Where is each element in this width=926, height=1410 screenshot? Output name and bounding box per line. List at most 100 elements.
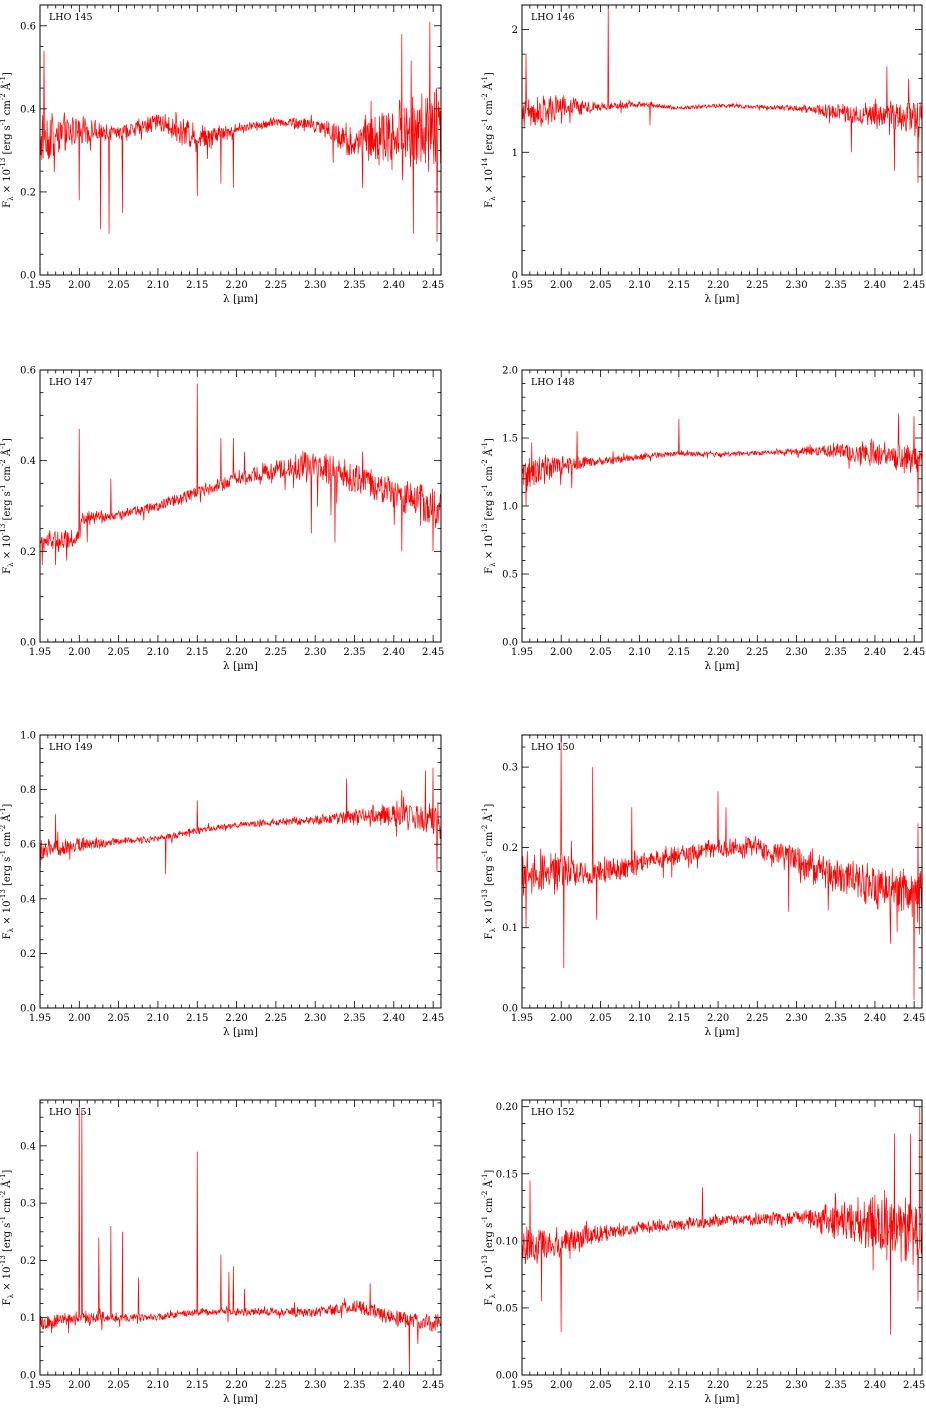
x-tick-label: 2.05 [107,1380,129,1391]
x-tick-label: 2.20 [225,647,247,658]
panel-label: LHO 151 [49,1107,93,1118]
x-tick-label: 2.05 [589,280,611,291]
x-axis-label: λ [µm] [705,1026,740,1038]
spectrum-line [40,767,441,877]
y-tick-label: 0.2 [20,1256,36,1267]
x-tick-label: 2.20 [225,1380,247,1391]
x-tick-label: 2.10 [629,1380,651,1391]
y-tick-label: 0.4 [20,104,36,115]
spectrum-panel-6: 1.95 2.00 2.05 2.10 2.15 2.20 2.25 2.30 2.35 2.40… [481,734,925,1038]
x-tick-label: 2.15 [186,647,208,658]
x-tick-label: 2.25 [746,1380,768,1391]
x-tick-label: 2.40 [864,280,886,291]
y-tick-label: 0.8 [20,785,36,796]
y-axis-label: Fλ × 10-13 [erg s-1 cm-2 Å-1] [0,72,15,208]
x-tick-label: 2.40 [383,647,405,658]
x-axis-label: λ [µm] [223,1026,258,1038]
x-tick-label: 2.10 [147,1380,169,1391]
x-tick-label: 2.40 [383,280,405,291]
y-tick-label: 1 [512,148,518,159]
x-axis-label: λ [µm] [223,1393,258,1405]
spectrum-line [522,735,922,1000]
y-tick-label: 0.6 [20,21,36,32]
plot-frame [39,1099,442,1376]
spectrum-line [40,383,441,565]
x-tick-label: 2.10 [147,280,169,291]
y-tick-label: 0.4 [20,456,36,467]
x-tick-label: 2.10 [629,647,651,658]
y-axis-label: Fλ × 10-13 [erg s-1 cm-2 Å-1] [481,1170,497,1306]
x-tick-label: 1.95 [511,1380,533,1391]
y-tick-label: 0.00 [496,1371,518,1382]
y-tick-label: 2.0 [502,366,518,377]
y-tick-label: 0.0 [20,638,36,649]
x-tick-label: 2.00 [550,647,572,658]
x-tick-label: 2.00 [68,1380,90,1391]
x-tick-label: 2.15 [186,1013,208,1024]
spectrum-line [522,5,922,183]
x-tick-label: 1.95 [29,1013,51,1024]
x-tick-label: 2.15 [668,647,690,658]
spectrum-panel-7: 1.95 2.00 2.05 2.10 2.15 2.20 2.25 2.30 2.35 2.40… [0,1099,444,1405]
y-tick-label: 0.1 [502,923,518,934]
x-tick-label: 2.25 [746,647,768,658]
y-axis-label: Fλ × 10-13 [erg s-1 cm-2 Å-1] [481,438,497,574]
x-tick-label: 2.05 [107,647,129,658]
spectrum-line [40,21,441,242]
x-axis-label: λ [µm] [705,1393,740,1405]
x-tick-label: 2.45 [422,1013,444,1024]
x-tick-label: 2.05 [589,647,611,658]
x-tick-label: 2.20 [225,280,247,291]
x-tick-label: 2.20 [707,1013,729,1024]
x-tick-label: 2.35 [343,647,365,658]
x-tick-label: 2.40 [864,1013,886,1024]
x-tick-label: 2.10 [629,1013,651,1024]
y-axis-label: Fλ × 10-13 [erg s-1 cm-2 Å-1] [481,804,497,940]
y-tick-label: 0.0 [20,1371,36,1382]
y-tick-label: 0.10 [496,1236,518,1247]
x-tick-label: 2.00 [550,280,572,291]
x-tick-label: 2.45 [903,1013,925,1024]
y-tick-label: 0.0 [20,1004,36,1015]
x-tick-label: 2.45 [422,647,444,658]
y-tick-label: 1.5 [502,434,518,445]
y-tick-label: 0.0 [502,1004,518,1015]
x-tick-label: 2.30 [304,1013,326,1024]
panel-label: LHO 148 [531,377,575,388]
spectrum-panel-2: 1.95 2.00 2.05 2.10 2.15 2.20 2.25 2.30 2.35 2.40… [481,4,925,305]
y-tick-label: 0.05 [496,1303,518,1314]
x-tick-label: 2.20 [225,1013,247,1024]
panel-label: LHO 146 [531,12,575,23]
x-tick-label: 1.95 [29,647,51,658]
x-tick-label: 2.45 [903,647,925,658]
plot-frame [521,4,923,276]
spectrum-panel-3: 1.95 2.00 2.05 2.10 2.15 2.20 2.25 2.30 2.35 2.40… [0,366,444,673]
x-tick-label: 2.25 [265,1380,287,1391]
x-tick-label: 2.10 [629,280,651,291]
x-tick-label: 2.10 [147,647,169,658]
plot-frame [521,369,923,643]
x-tick-label: 2.10 [147,1013,169,1024]
x-tick-label: 2.25 [746,280,768,291]
y-tick-label: 1.0 [20,731,36,742]
y-tick-label: 0.3 [20,1199,36,1210]
x-axis-label: λ [µm] [705,660,740,672]
y-tick-label: 0.3 [502,763,518,774]
x-tick-label: 2.35 [343,1013,365,1024]
x-tick-label: 2.00 [68,1013,90,1024]
x-tick-label: 2.25 [265,1013,287,1024]
x-tick-label: 2.00 [68,280,90,291]
y-tick-label: 0.2 [502,843,518,854]
x-axis-label: λ [µm] [223,660,258,672]
y-tick-label: 0.6 [20,840,36,851]
x-tick-label: 2.35 [825,647,847,658]
spectrum-line [522,1106,922,1335]
x-tick-label: 2.25 [265,647,287,658]
panel-label: LHO 147 [49,377,93,388]
x-tick-label: 1.95 [511,1013,533,1024]
x-tick-label: 2.15 [668,1380,690,1391]
x-tick-label: 2.35 [825,1380,847,1391]
x-tick-label: 2.30 [304,647,326,658]
plot-frame [39,734,442,1009]
